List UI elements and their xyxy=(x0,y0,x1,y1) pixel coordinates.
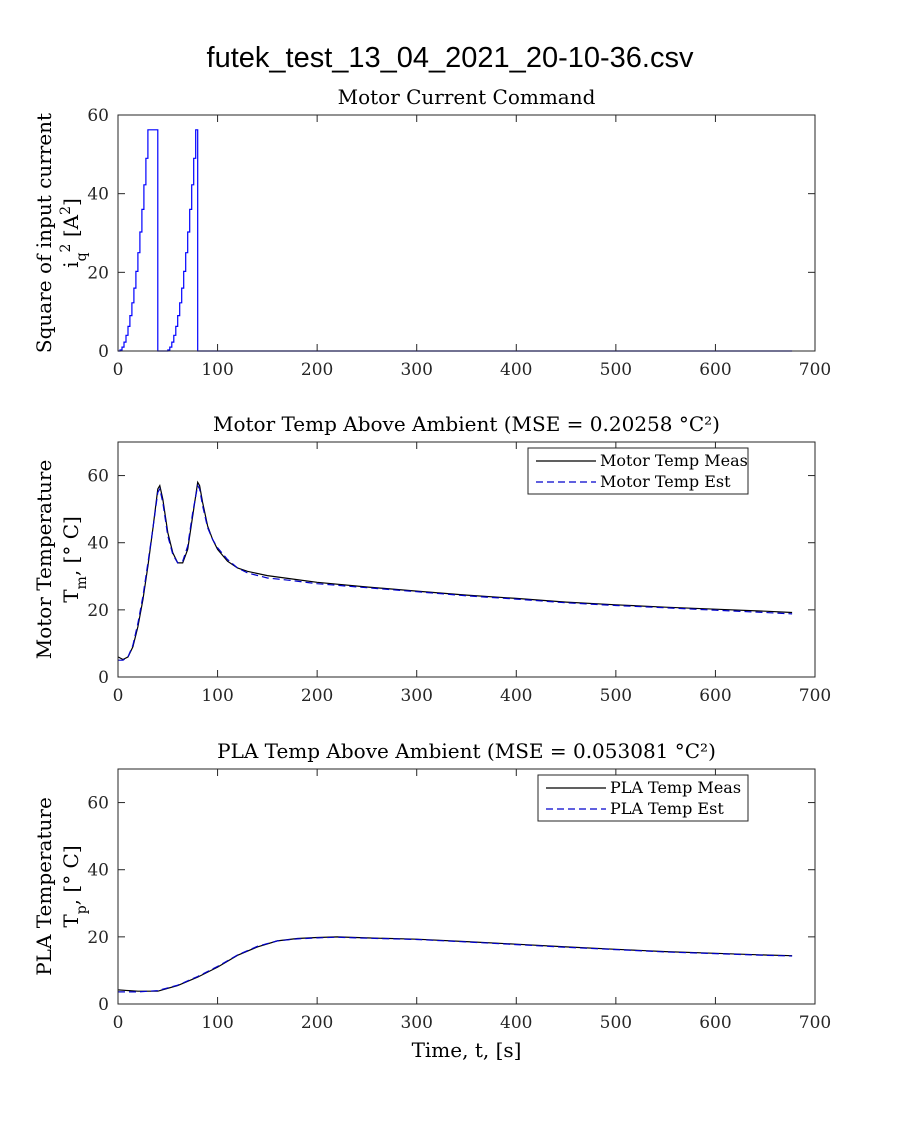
figure-title: futek_test_13_04_2021_20-10-36.csv xyxy=(207,42,694,74)
y-axis-label-symbol: Tp, [° C] xyxy=(59,845,90,927)
y-tick-label: 0 xyxy=(98,342,109,362)
x-tick-label: 500 xyxy=(600,686,632,706)
y-axis-label: Motor Temperature xyxy=(32,460,56,660)
legend: Motor Temp Meas Motor Temp Est xyxy=(527,447,749,495)
x-tick-label: 500 xyxy=(600,1013,632,1033)
axes-title: Motor Current Command xyxy=(338,85,596,109)
x-tick-label: 300 xyxy=(400,686,432,706)
y-tick-label: 20 xyxy=(87,263,109,283)
axes-box xyxy=(117,114,816,352)
y-tick-label: 20 xyxy=(87,601,109,621)
series-line-motor-temp-est xyxy=(118,483,793,661)
axes-box xyxy=(117,441,816,678)
y-tick-label: 0 xyxy=(98,668,109,688)
x-tick-label: 0 xyxy=(113,686,124,706)
legend-entry: PLA Temp Meas xyxy=(610,778,741,797)
axes-box xyxy=(117,768,816,1005)
y-tick-label: 40 xyxy=(87,861,109,881)
subplot-3: PLA Temp Above Ambient (MSE = 0.053081 °… xyxy=(32,739,831,1062)
legend: PLA Temp Meas PLA Temp Est xyxy=(537,774,749,822)
legend-entry: PLA Temp Est xyxy=(610,799,724,818)
y-axis-label-symbol: iq2 [A2] xyxy=(58,198,90,268)
y-tick-label: 40 xyxy=(87,534,109,554)
x-tick-label: 500 xyxy=(600,360,632,380)
x-tick-label: 600 xyxy=(699,686,731,706)
series-line-pla-temp-meas xyxy=(117,936,793,992)
axes-title: PLA Temp Above Ambient (MSE = 0.053081 °… xyxy=(217,739,716,763)
legend-entry: Motor Temp Meas xyxy=(600,451,748,470)
legend-box xyxy=(527,447,749,495)
x-tick-label: 0 xyxy=(113,360,124,380)
y-axis-label: PLA Temperature xyxy=(32,797,56,976)
y-tick-label: 60 xyxy=(87,106,109,126)
x-tick-label: 600 xyxy=(699,1013,731,1033)
y-tick-label: 20 xyxy=(87,928,109,948)
series-line-current xyxy=(118,129,793,352)
legend-box xyxy=(537,774,749,822)
x-tick-label: 300 xyxy=(400,360,432,380)
x-tick-label: 100 xyxy=(201,360,233,380)
y-axis-label: Square of input current xyxy=(32,113,56,353)
x-tick-label: 400 xyxy=(500,1013,532,1033)
x-tick-label: 400 xyxy=(500,686,532,706)
subplot-2: Motor Temp Above Ambient (MSE = 0.20258 … xyxy=(32,412,831,706)
series-line-pla-temp-est xyxy=(118,936,793,993)
legend-entry: Motor Temp Est xyxy=(600,472,731,491)
x-tick-label: 100 xyxy=(201,1013,233,1033)
axes-title: Motor Temp Above Ambient (MSE = 0.20258 … xyxy=(213,412,720,436)
x-tick-label: 200 xyxy=(301,360,333,380)
x-tick-label: 700 xyxy=(799,1013,831,1033)
y-tick-label: 60 xyxy=(87,794,109,814)
y-axis-label-symbol: Tm, [° C] xyxy=(59,516,90,603)
x-tick-label: 100 xyxy=(201,686,233,706)
x-tick-label: 700 xyxy=(799,686,831,706)
x-tick-label: 0 xyxy=(113,1013,124,1033)
x-tick-label: 700 xyxy=(799,360,831,380)
x-tick-label: 300 xyxy=(400,1013,432,1033)
x-tick-label: 200 xyxy=(301,686,333,706)
x-axis-label: Time, t, [s] xyxy=(412,1038,522,1062)
y-tick-label: 0 xyxy=(98,995,109,1015)
y-tick-label: 60 xyxy=(87,467,109,487)
x-tick-label: 600 xyxy=(699,360,731,380)
x-tick-label: 400 xyxy=(500,360,532,380)
y-tick-label: 40 xyxy=(87,185,109,205)
x-tick-label: 200 xyxy=(301,1013,333,1033)
series-line-motor-temp-meas xyxy=(117,480,793,661)
